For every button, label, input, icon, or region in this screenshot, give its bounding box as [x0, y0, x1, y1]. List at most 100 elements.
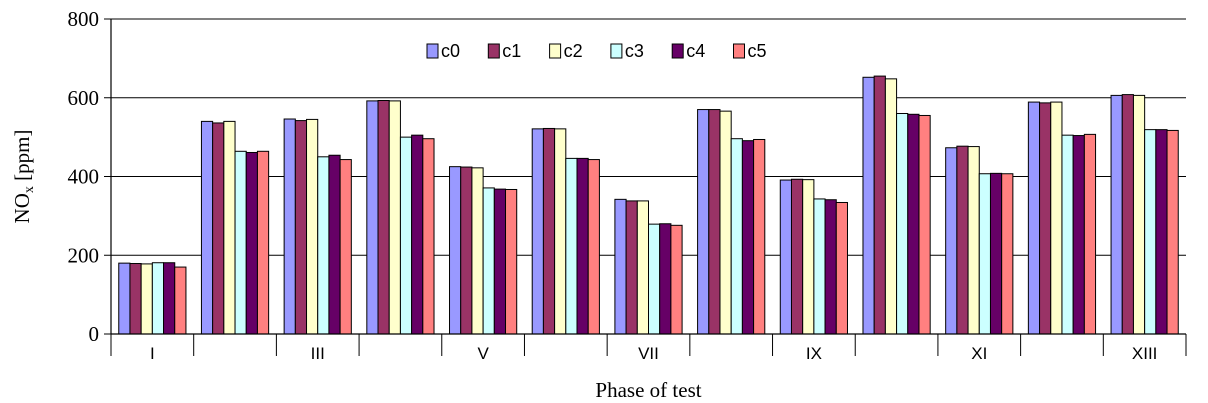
bar-c0-X: [862, 76, 875, 335]
bar-c2-III: [306, 118, 319, 335]
bar-c1-VI: [542, 127, 556, 335]
bar-c0-XIII: [1110, 94, 1123, 335]
axes: [110, 19, 1187, 356]
bar-c4-X: [907, 113, 920, 335]
bar-c1-II: [212, 122, 225, 335]
bar-c2-XIII: [1132, 94, 1146, 335]
y-tick-labels: 0 200 400 600 800: [68, 7, 100, 346]
x-tick-label-XI: XI: [971, 344, 987, 363]
x-tick-label-XIII: XIII: [1132, 344, 1158, 363]
bar-c1-IV: [377, 100, 390, 335]
bar-c3-III: [317, 156, 330, 335]
bar-c1-I: [129, 263, 142, 335]
bar-c2-I: [140, 263, 153, 335]
x-axis-title: Phase of test: [595, 378, 701, 402]
legend: c0 c1 c2 c3 c4 c5: [426, 41, 767, 61]
y-tick-label-0: 0: [89, 322, 100, 346]
bar-c4-XI: [989, 172, 1003, 335]
bar-c4-III: [328, 154, 341, 335]
bar-c2-XII: [1050, 101, 1063, 335]
bar-c1-VIII: [708, 109, 721, 335]
bar-c4-XIII: [1155, 129, 1168, 335]
legend-label-c4: c4: [686, 41, 705, 61]
bar-c5-XII: [1083, 133, 1097, 335]
y-axis-title: NOx [ppm]: [10, 130, 37, 224]
bar-c0-I: [118, 262, 131, 335]
bar-c5-II: [256, 150, 270, 335]
bar-c3-V: [482, 187, 495, 335]
x-tick-label-IX: IX: [806, 344, 822, 363]
y-tick-label-800: 800: [68, 7, 100, 31]
bar-c1-V: [460, 166, 473, 335]
legend-label-c0: c0: [441, 41, 460, 61]
bar-c0-II: [200, 120, 214, 335]
y-axis-title-main: NO: [10, 193, 34, 223]
bar-c3-VII: [648, 223, 661, 335]
bar-c4-IV: [411, 134, 424, 335]
bar-c1-X: [873, 75, 886, 335]
bar-c2-VII: [636, 200, 649, 335]
legend-label-c3: c3: [625, 41, 644, 61]
bar-c0-XI: [945, 147, 958, 335]
y-tick-label-200: 200: [68, 243, 100, 267]
bar-c3-I: [151, 262, 165, 335]
y-tick-label-600: 600: [68, 86, 100, 110]
x-tick-label-I: I: [150, 344, 155, 363]
x-tick-label-V: V: [477, 344, 489, 363]
bar-c0-IX: [779, 179, 792, 335]
bar-c3-XII: [1061, 134, 1074, 335]
legend-label-c5: c5: [748, 41, 767, 61]
bar-c3-IX: [813, 198, 826, 335]
bar-c2-VIII: [719, 110, 732, 335]
bar-c0-V: [449, 166, 462, 335]
y-tick-label-400: 400: [68, 165, 100, 189]
bar-c0-VII: [614, 198, 627, 335]
bar-c0-XII: [1027, 101, 1041, 335]
legend-swatch-c2: [549, 43, 562, 59]
bar-c0-VIII: [697, 109, 710, 335]
bar-c5-X: [918, 114, 931, 335]
y-axis-title-subscript: x: [22, 186, 37, 193]
bar-c3-II: [234, 150, 247, 335]
bar-c5-III: [339, 159, 352, 335]
bar-c5-I: [174, 266, 187, 335]
legend-swatch-c5: [733, 43, 745, 59]
x-tick-label-VII: VII: [638, 344, 659, 363]
bar-c4-II: [245, 151, 258, 335]
bar-c5-V: [505, 188, 518, 335]
bar-c1-III: [294, 120, 308, 335]
bar-c5-XIII: [1166, 129, 1179, 335]
legend-label-c2: c2: [564, 41, 583, 61]
x-tick-label-III: III: [311, 344, 325, 363]
bar-c2-II: [223, 120, 236, 335]
legend-swatch-c4: [671, 43, 684, 59]
y-axis-title-unit: [ppm]: [10, 130, 34, 187]
legend-label-c1: c1: [502, 41, 521, 61]
bar-c3-IV: [399, 136, 413, 335]
bar-c1-IX: [790, 178, 804, 335]
bar-c5-IX: [835, 201, 848, 335]
bar-c4-I: [163, 262, 176, 335]
bars: [118, 75, 1179, 335]
bar-c3-X: [896, 113, 909, 335]
legend-swatch-c3: [610, 43, 623, 59]
bar-c2-IX: [802, 179, 815, 335]
bar-c2-V: [471, 167, 484, 335]
bar-c3-VIII: [730, 138, 743, 335]
bar-c2-IV: [388, 100, 401, 335]
legend-swatch-c1: [487, 43, 500, 59]
bar-c0-III: [283, 118, 296, 335]
legend-swatch-c0: [426, 43, 439, 59]
bar-c4-VIII: [741, 140, 755, 335]
bar-c4-XII: [1072, 135, 1085, 335]
bar-c4-VII: [659, 223, 672, 335]
bar-c4-V: [493, 188, 507, 335]
bar-c1-XI: [956, 145, 969, 335]
bar-c0-IV: [366, 100, 379, 335]
bar-c5-IV: [422, 138, 435, 335]
bar-c5-VIII: [753, 138, 766, 335]
bar-c0-VI: [531, 128, 544, 335]
bar-c1-VII: [625, 200, 638, 335]
